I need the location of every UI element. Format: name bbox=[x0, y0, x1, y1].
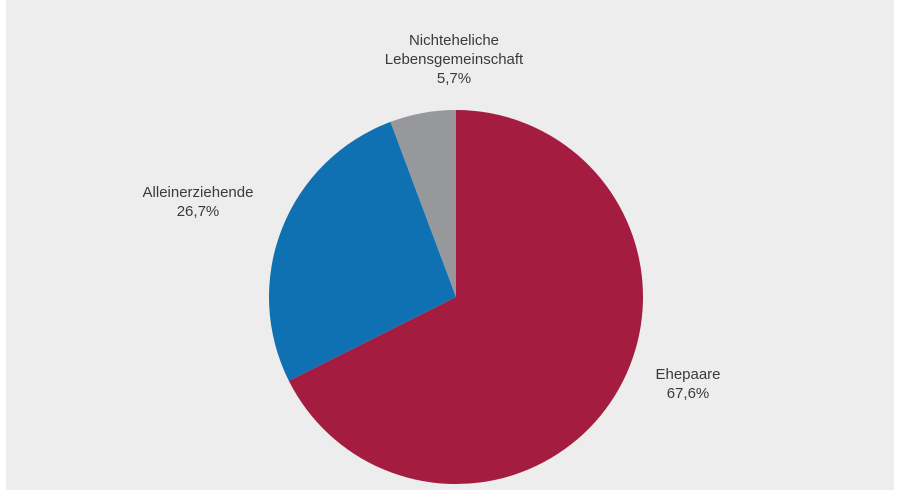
label-ehepaare-value: 67,6% bbox=[666, 385, 710, 402]
chart-panel: Nichteheliche Lebensgemeinschaft 5,7% Al… bbox=[6, 0, 894, 490]
label-nichteheliche: Nichteheliche Lebensgemeinschaft 5,7% bbox=[349, 31, 559, 88]
label-nichteheliche-line2: Lebensgemeinschaft bbox=[384, 51, 524, 68]
pie-slice-alleinerziehende bbox=[268, 121, 456, 381]
label-nichteheliche-line1: Nichteheliche bbox=[408, 32, 500, 49]
pie-slice-nichteheliche-lebensgemeinschaft bbox=[390, 110, 456, 297]
label-alleinerziehende: Alleinerziehende 26,7% bbox=[118, 183, 278, 221]
pie-slice-ehepaare bbox=[288, 110, 643, 485]
label-ehepaare: Ehepaare 67,6% bbox=[638, 365, 738, 403]
pie-chart bbox=[268, 110, 643, 485]
label-ehepaare-name: Ehepaare bbox=[655, 366, 721, 383]
label-nichteheliche-value: 5,7% bbox=[436, 70, 472, 87]
label-alleinerziehende-name: Alleinerziehende bbox=[142, 184, 254, 201]
label-alleinerziehende-value: 26,7% bbox=[176, 203, 220, 220]
